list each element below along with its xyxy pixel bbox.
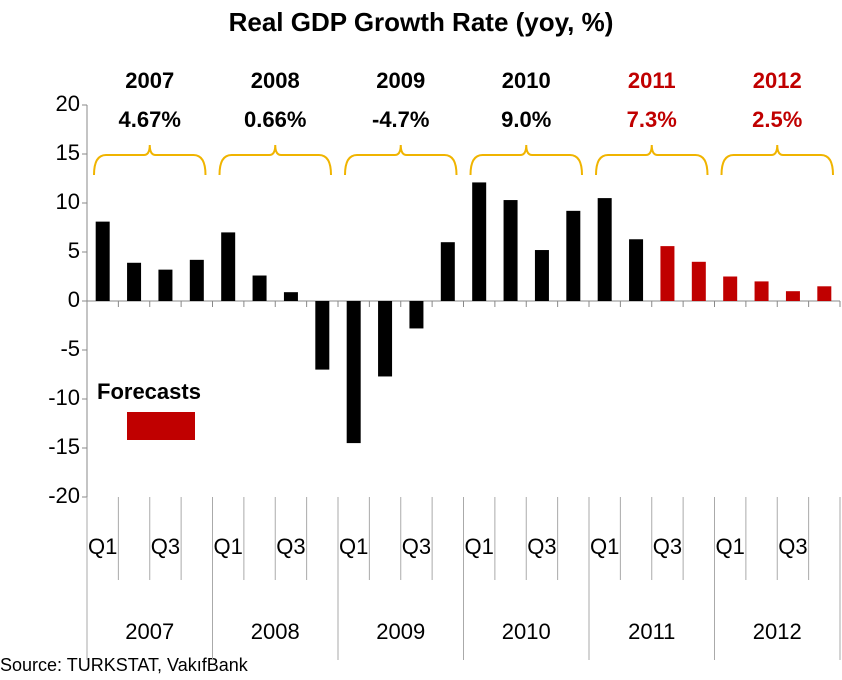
annotation-growth: 9.0% [501,107,551,132]
bar [95,221,110,301]
bar [189,259,204,301]
annotation-growth: -4.7% [372,107,429,132]
annotation-growth: 4.67% [119,107,181,132]
annotation-year: 2010 [502,68,551,93]
chart-title: Real GDP Growth Rate (yoy, %) [229,7,614,37]
bar [158,269,173,301]
annotation-growth: 0.66% [244,107,306,132]
y-tick-label: -10 [48,385,80,410]
y-tick-label: 15 [56,140,80,165]
x-tick-label: Q3 [653,534,682,559]
y-tick-label: -5 [60,336,80,361]
x-tick-label: Q3 [527,534,556,559]
brace [218,144,332,176]
bar [472,182,487,301]
x-tick-label: Q1 [465,534,494,559]
brace [93,144,207,176]
y-tick-label: 10 [56,189,80,214]
x-tick-label: Q3 [151,534,180,559]
x-tick-label: Q3 [276,534,305,559]
year-label: 2010 [502,619,551,644]
annotation-year: 2011 [628,68,676,93]
y-tick-label: -15 [48,434,80,459]
bar [378,301,393,377]
annotation-year: 2009 [376,68,425,93]
bar [817,286,832,301]
year-label: 2007 [125,619,174,644]
year-label: 2008 [251,619,300,644]
bar [283,292,298,301]
brace [595,144,709,176]
bar [691,261,706,301]
y-tick-label: 20 [56,91,80,116]
bar [221,232,236,301]
year-label: 2011 [628,619,675,644]
bar [252,275,267,301]
annotation-year: 2007 [125,68,174,93]
source: Source: TURKSTAT, VakıfBank [0,655,249,675]
annotation-year: 2012 [753,68,802,93]
annotation-year: 2008 [251,68,300,93]
x-tick-label: Q1 [88,534,117,559]
legend-label: Forecasts [97,379,201,404]
brace [720,144,834,176]
bar [534,250,549,301]
x-tick-label: Q1 [214,534,243,559]
x-tick-label: Q3 [778,534,807,559]
annotation-growth: 7.3% [627,107,677,132]
brace [469,144,583,176]
bar [127,262,142,301]
y-tick-label: -20 [48,483,80,508]
x-tick-label: Q1 [339,534,368,559]
bar [597,198,612,301]
bar [315,301,330,370]
bar [785,291,800,301]
year-label: 2009 [376,619,425,644]
annotation-growth: 2.5% [752,107,802,132]
bar [409,301,424,329]
x-tick-label: Q3 [402,534,431,559]
bar [440,242,455,301]
bar [660,246,675,301]
y-tick-label: 0 [68,287,80,312]
legend-swatch [127,412,195,440]
brace [344,144,458,176]
bar [723,276,738,301]
bar [629,239,644,301]
bar [503,200,518,301]
x-tick-label: Q1 [590,534,619,559]
x-tick-label: Q1 [716,534,745,559]
year-label: 2012 [753,619,802,644]
bar [754,281,769,301]
bar [346,301,361,444]
bar [566,210,581,301]
y-tick-label: 5 [68,238,80,263]
